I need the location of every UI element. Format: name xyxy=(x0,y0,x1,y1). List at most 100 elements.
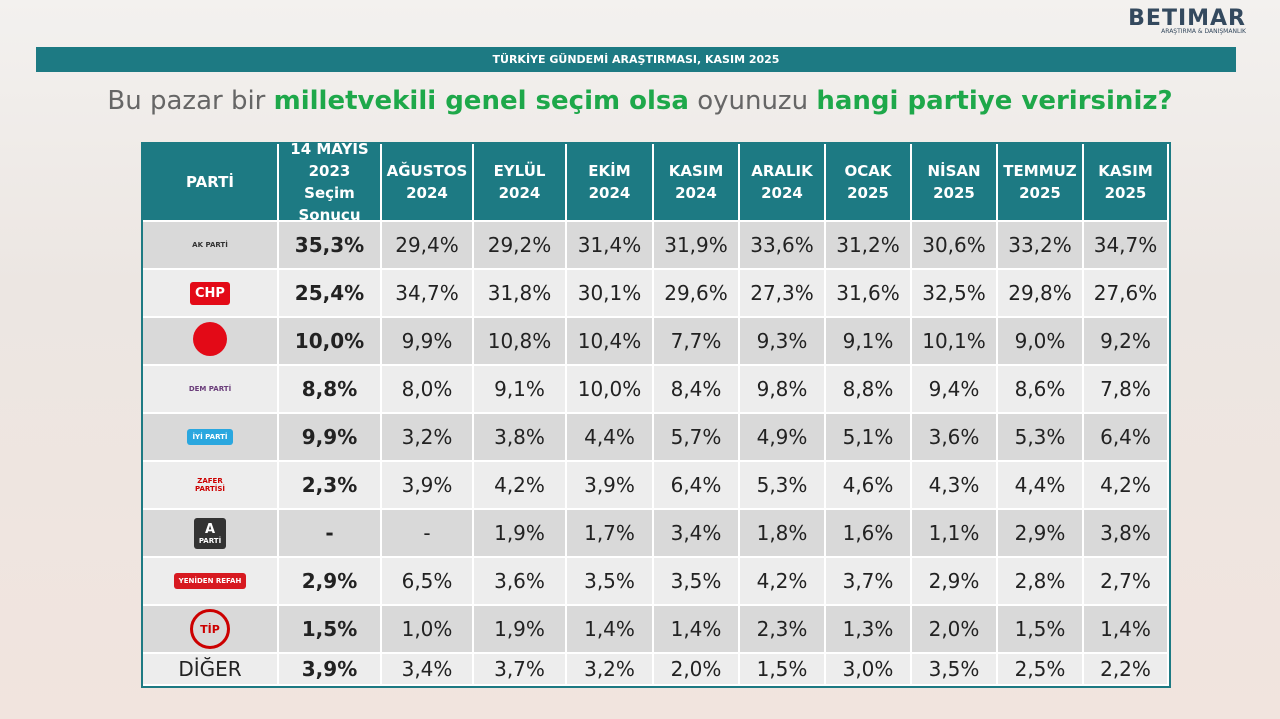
value-cell: 10,0% xyxy=(279,318,382,366)
value-cell: 2,9% xyxy=(998,510,1084,558)
value-cell: 27,3% xyxy=(740,270,826,318)
value-cell: 3,2% xyxy=(382,414,474,462)
header-cell: EYLÜL 2024 xyxy=(474,144,567,222)
logo-text: ZAFER xyxy=(197,477,223,485)
value-cell: 3,5% xyxy=(654,558,740,606)
value-cell: 25,4% xyxy=(279,270,382,318)
value-cell: 9,9% xyxy=(279,414,382,462)
value-cell: 10,8% xyxy=(474,318,567,366)
party-logo xyxy=(193,322,227,356)
value-cell: 3,6% xyxy=(912,414,998,462)
value-cell: 9,0% xyxy=(998,318,1084,366)
value-cell: 4,6% xyxy=(826,462,912,510)
table-row: AK PARTİ 35,3% 29,4% 29,2% 31,4% 31,9% 33,6% 31… xyxy=(143,222,1169,270)
title-part: oyunuzu xyxy=(697,86,809,116)
header-cell: 14 MAYIS 2023 Seçim Sonucu xyxy=(279,140,382,224)
title: Bu pazar bir milletvekili genel seçim ol… xyxy=(0,86,1280,116)
value-cell: - xyxy=(279,510,382,558)
party-cell: ZAFER PARTİSİ xyxy=(143,462,279,510)
value-cell: 2,5% xyxy=(998,654,1084,686)
value-cell: 9,4% xyxy=(912,366,998,414)
header-cell: AĞUSTOS 2024 xyxy=(382,144,474,222)
value-cell: 4,9% xyxy=(740,414,826,462)
value-cell: 1,5% xyxy=(279,606,382,654)
value-cell: 5,3% xyxy=(740,462,826,510)
value-cell: 9,2% xyxy=(1084,318,1169,366)
value-cell: 8,0% xyxy=(382,366,474,414)
title-highlight: hangi partiye verirsiniz? xyxy=(816,86,1173,116)
header-cell: KASIM 2025 xyxy=(1084,144,1169,222)
value-cell: 8,8% xyxy=(279,366,382,414)
party-logo: DEM PARTİ xyxy=(187,383,233,395)
value-cell: 3,2% xyxy=(567,654,654,686)
value-cell: 3,4% xyxy=(382,654,474,686)
value-cell: 10,1% xyxy=(912,318,998,366)
logo-text: YENİDEN REFAH xyxy=(178,577,242,585)
table-row: 10,0% 9,9% 10,8% 10,4% 7,7% 9,3% 9,1% 10,1% 9,0%… xyxy=(143,318,1169,366)
logo-text: TİP xyxy=(200,622,220,636)
value-cell: 2,8% xyxy=(998,558,1084,606)
table-row: İYİ PARTİ 9,9% 3,2% 3,8% 4,4% 5,7% 4,9% 5,1% 3,6… xyxy=(143,414,1169,462)
value-cell: 31,8% xyxy=(474,270,567,318)
value-cell: 1,6% xyxy=(826,510,912,558)
header-cell: OCAK 2025 xyxy=(826,144,912,222)
value-cell: 1,9% xyxy=(474,510,567,558)
value-cell: 2,0% xyxy=(912,606,998,654)
value-cell: 29,2% xyxy=(474,222,567,270)
value-cell: 4,2% xyxy=(740,558,826,606)
party-name: DİĞER xyxy=(178,657,242,681)
value-cell: 6,4% xyxy=(1084,414,1169,462)
value-cell: 3,4% xyxy=(654,510,740,558)
value-cell: 9,9% xyxy=(382,318,474,366)
value-cell: 33,2% xyxy=(998,222,1084,270)
value-cell: 10,4% xyxy=(567,318,654,366)
value-cell: 1,4% xyxy=(654,606,740,654)
brand-tagline: ARAŞTIRMA & DANIŞMANLIK xyxy=(1161,28,1246,35)
value-cell: 31,9% xyxy=(654,222,740,270)
brand-name: BETIMAR xyxy=(1128,6,1246,31)
value-cell: 1,8% xyxy=(740,510,826,558)
value-cell: 9,1% xyxy=(474,366,567,414)
value-cell: 9,8% xyxy=(740,366,826,414)
party-cell: DİĞER xyxy=(143,654,279,686)
value-cell: 29,8% xyxy=(998,270,1084,318)
value-cell: 3,7% xyxy=(474,654,567,686)
party-logo: ZAFER PARTİSİ xyxy=(193,475,227,495)
value-cell: 3,9% xyxy=(382,462,474,510)
value-cell: 1,5% xyxy=(998,606,1084,654)
value-cell: 1,5% xyxy=(740,654,826,686)
value-cell: 10,0% xyxy=(567,366,654,414)
value-cell: 1,1% xyxy=(912,510,998,558)
value-cell: 29,4% xyxy=(382,222,474,270)
value-cell: 9,1% xyxy=(826,318,912,366)
value-cell: 27,6% xyxy=(1084,270,1169,318)
party-cell: İYİ PARTİ xyxy=(143,414,279,462)
party-cell: DEM PARTİ xyxy=(143,366,279,414)
logo-text: DEM PARTİ xyxy=(188,385,232,393)
value-cell: 1,7% xyxy=(567,510,654,558)
table-row: CHP 25,4% 34,7% 31,8% 30,1% 29,6% 27,3% 31,6% 32… xyxy=(143,270,1169,318)
value-cell: 4,4% xyxy=(998,462,1084,510)
title-highlight: milletvekili genel seçim olsa xyxy=(273,86,689,116)
results-table: PARTİ 14 MAYIS 2023 Seçim Sonucu AĞUSTOS 2… xyxy=(141,140,1171,688)
value-cell: 3,5% xyxy=(912,654,998,686)
header-cell: EKİM 2024 xyxy=(567,144,654,222)
party-cell xyxy=(143,318,279,366)
table-row: YENİDEN REFAH 2,9% 6,5% 3,6% 3,5% 3,5% 4,2% 3,7… xyxy=(143,558,1169,606)
value-cell: 3,6% xyxy=(474,558,567,606)
logo-text: PARTİ xyxy=(198,536,222,545)
header-cell: TEMMUZ 2025 xyxy=(998,144,1084,222)
title-part: Bu pazar bir xyxy=(107,86,266,116)
value-cell: 31,2% xyxy=(826,222,912,270)
party-cell: AK PARTİ xyxy=(143,222,279,270)
value-cell: 1,0% xyxy=(382,606,474,654)
header-cell: ARALIK 2024 xyxy=(740,144,826,222)
table-row: TİP 1,5% 1,0% 1,9% 1,4% 1,4% 2,3% 1,3% 2,0% 1,5% 1… xyxy=(143,606,1169,654)
header-cell: KASIM 2024 xyxy=(654,144,740,222)
value-cell: 2,7% xyxy=(1084,558,1169,606)
logo-text: CHP xyxy=(195,285,225,301)
value-cell: 34,7% xyxy=(382,270,474,318)
value-cell: 3,8% xyxy=(1084,510,1169,558)
value-cell: 5,1% xyxy=(826,414,912,462)
